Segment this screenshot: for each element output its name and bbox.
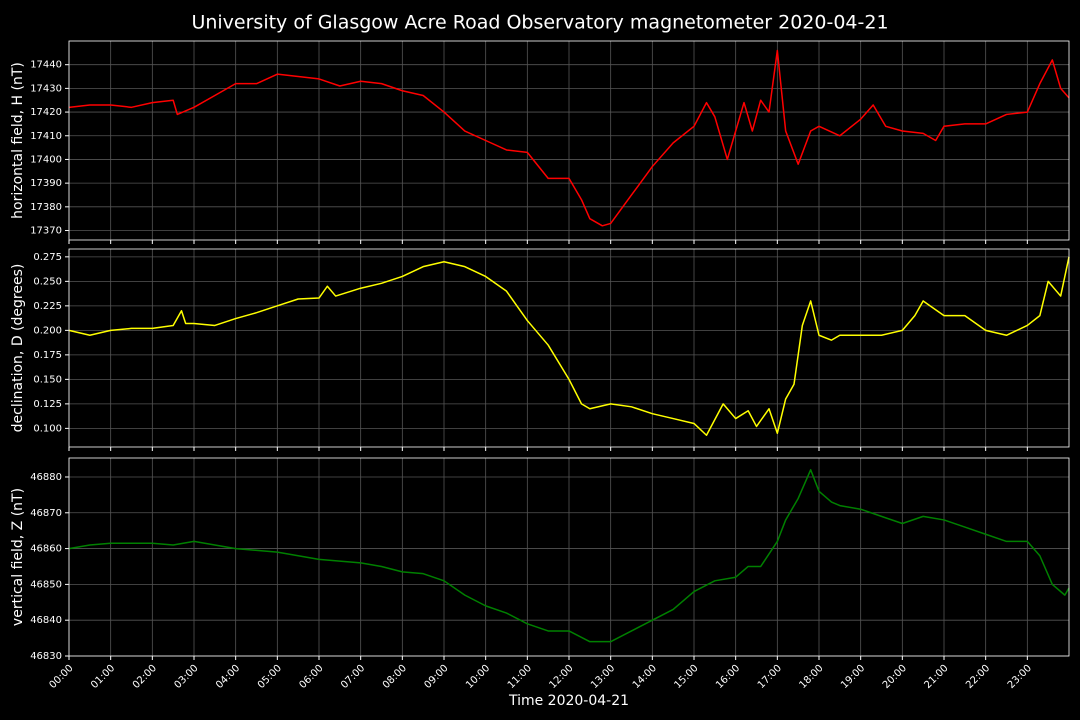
y-axis-label: horizontal field, H (nT) <box>10 62 26 219</box>
y-tick-label: 46850 <box>30 579 62 590</box>
plot-frame <box>68 457 1070 657</box>
y-tick-label: 17370 <box>30 226 62 237</box>
y-tick-label: 46870 <box>30 508 62 519</box>
y-axis-label: vertical field, Z (nT) <box>10 488 26 626</box>
y-tick-label: 17440 <box>30 60 62 71</box>
y-tick-label: 46860 <box>30 544 62 555</box>
y-tick-label: 17430 <box>30 83 62 94</box>
plot-frame <box>68 248 1070 448</box>
y-tick-label: 46830 <box>30 651 62 662</box>
y-tick-label: 17420 <box>30 107 62 118</box>
y-tick-label: 0.150 <box>33 374 62 385</box>
y-tick-label: 0.175 <box>33 350 62 361</box>
y-tick-label: 17390 <box>30 178 62 189</box>
plot-frame <box>68 40 1070 241</box>
y-tick-label: 0.225 <box>33 301 62 312</box>
x-axis-label: Time 2020-04-21 <box>508 693 629 709</box>
y-tick-label: 17380 <box>30 202 62 213</box>
y-axis-label: declination, D (degrees) <box>10 264 26 433</box>
data-line <box>68 469 1070 643</box>
y-tick-label: 0.250 <box>33 276 62 287</box>
y-tick-label: 0.100 <box>33 423 62 434</box>
y-tick-label: 46840 <box>30 615 62 626</box>
y-tick-label: 17410 <box>30 131 62 142</box>
y-tick-label: 46880 <box>30 472 62 483</box>
y-tick-label: 0.125 <box>33 399 62 410</box>
y-tick-label: 0.275 <box>33 252 62 263</box>
y-tick-label: 0.200 <box>33 325 62 336</box>
data-line <box>68 256 1070 436</box>
chart-title: University of Glasgow Acre Road Observat… <box>191 12 888 34</box>
y-tick-label: 17400 <box>30 154 62 165</box>
data-line <box>68 49 1070 227</box>
